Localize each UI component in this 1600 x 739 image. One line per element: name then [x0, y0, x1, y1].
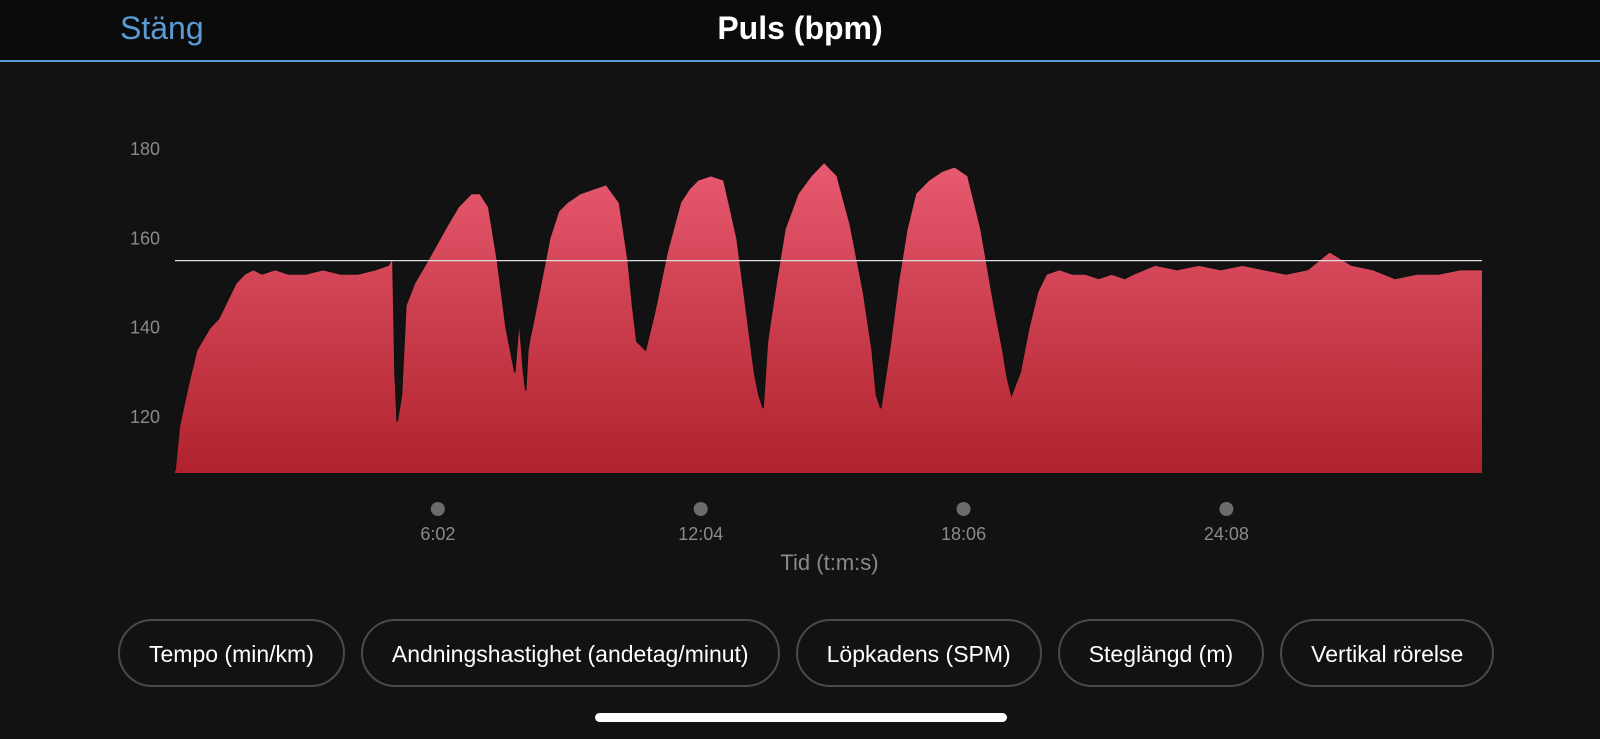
header-bar: Stäng Puls (bpm): [0, 0, 1600, 62]
y-tick-label: 160: [130, 228, 160, 248]
y-tick-label: 120: [130, 407, 160, 427]
y-tick-label: 140: [130, 318, 160, 338]
metric-chip[interactable]: Steglängd (m): [1057, 619, 1265, 687]
x-tick-marker: [956, 502, 971, 516]
x-axis-label: Tid (t:m:s): [780, 550, 878, 575]
home-indicator[interactable]: [595, 713, 1007, 722]
x-tick-label: 18:06: [941, 524, 986, 544]
x-tick-label: 6:02: [420, 524, 455, 544]
x-tick-marker: [1219, 502, 1234, 516]
page-title: Puls (bpm): [717, 10, 883, 46]
metric-chip[interactable]: Löpkadens (SPM): [795, 619, 1042, 687]
metric-chip[interactable]: Andningshastighet (andetag/minut): [360, 619, 780, 687]
heart-rate-line: [174, 161, 1482, 471]
x-tick-label: 24:08: [1204, 524, 1249, 544]
metric-chip-row: Tempo (min/km) Andningshastighet (andetag…: [118, 619, 1510, 689]
heart-rate-chart: 120 140 160 180 6:02 12:04 18:06 24:08 Tid (t:…: [130, 139, 1482, 575]
x-tick-label: 12:04: [678, 524, 723, 544]
heart-rate-area: [175, 162, 1482, 473]
close-button[interactable]: Stäng: [120, 10, 204, 46]
x-tick-marker: [430, 502, 445, 516]
metric-chip[interactable]: Tempo (min/km): [118, 619, 345, 687]
y-tick-label: 180: [130, 139, 160, 159]
x-tick-marker: [693, 502, 708, 516]
metric-chip[interactable]: Vertikal rörelse: [1280, 619, 1495, 687]
